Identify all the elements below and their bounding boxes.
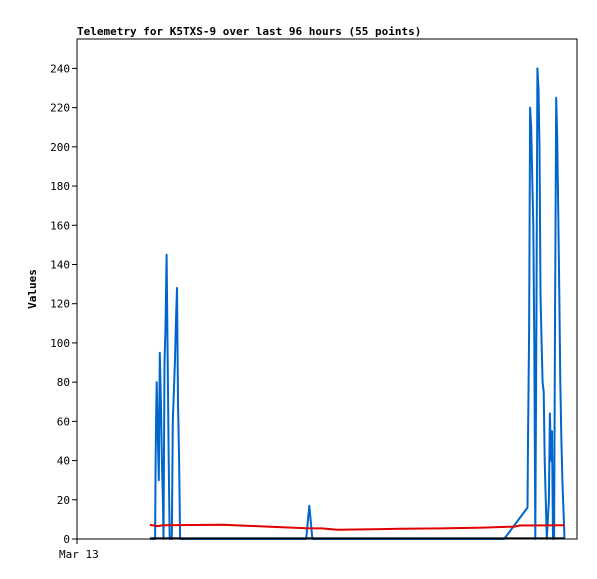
y-axis-label: Values	[26, 269, 39, 309]
y-tick-label: 0	[63, 533, 70, 546]
series-line-1	[149, 523, 565, 531]
y-tick-label: 180	[50, 180, 70, 193]
y-tick-label: 20	[57, 494, 70, 507]
y-tick-label: 80	[57, 376, 70, 389]
series-line-0	[149, 67, 566, 540]
plot-area	[76, 38, 578, 540]
y-tick-label: 40	[57, 455, 70, 468]
y-tick-label: 160	[50, 219, 70, 232]
y-tick-label: 240	[50, 62, 70, 75]
y-tick-label: 200	[50, 141, 70, 154]
series-layer	[149, 67, 566, 540]
x-axis-ticks: Mar 13	[59, 539, 99, 561]
y-axis-ticks: 0 20 40 60 80 100 120 140 160 180 200 220 240	[50, 62, 77, 546]
y-tick-label: 220	[50, 102, 70, 115]
y-tick-label: 120	[50, 298, 70, 311]
y-tick-label: 60	[57, 415, 70, 428]
x-tick-label: Mar 13	[59, 548, 99, 561]
y-tick-label: 140	[50, 258, 70, 271]
chart-title: Telemetry for K5TXS-9 over last 96 hours…	[77, 25, 421, 38]
y-tick-label: 100	[50, 337, 70, 350]
